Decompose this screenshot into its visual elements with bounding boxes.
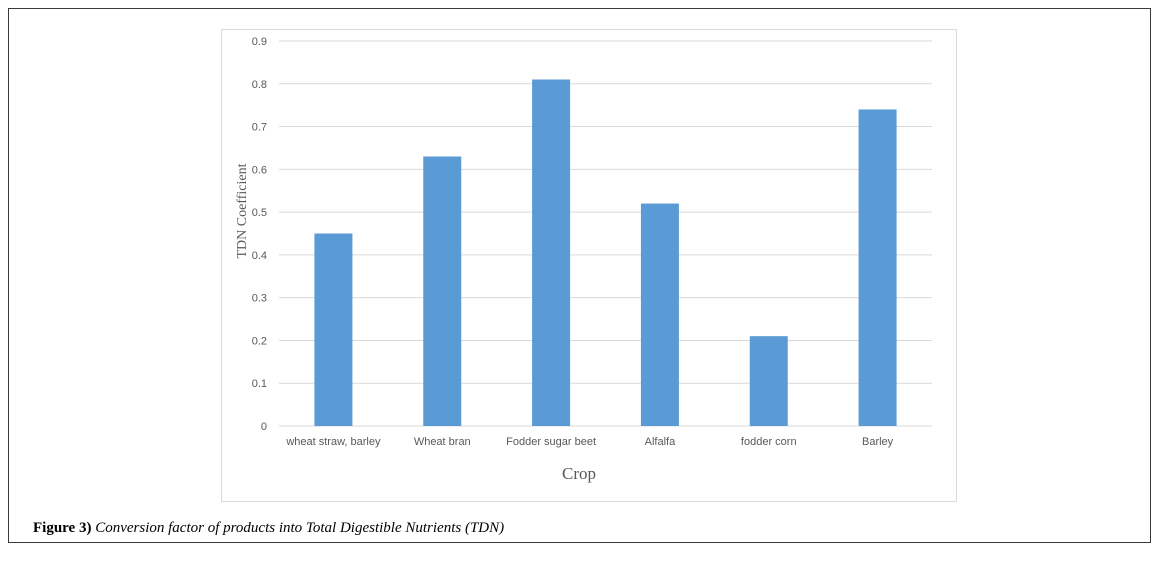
caption-text: Conversion factor of products into Total… [95,520,505,536]
y-tick-label: 0.5 [252,207,267,219]
y-axis-title: TDN Coefficient [235,163,250,258]
figure-container: 0 0.1 0.2 0.3 0.4 0.5 0.6 0.7 0.8 0.9 wheat straw… [8,8,1151,543]
x-tick-label: fodder corn [741,436,797,448]
figure-caption: Figure 3) Conversion factor of products … [33,520,504,537]
y-tick-label: 0.7 [252,122,267,134]
x-axis-ticks: wheat straw, barley Wheat bran Fodder suga… [285,436,893,448]
y-axis-ticks: 0 0.1 0.2 0.3 0.4 0.5 0.6 0.7 0.8 0.9 [252,36,267,433]
x-tick-label: Barley [862,436,894,448]
x-tick-label: Alfalfa [645,436,676,448]
y-tick-label: 0.8 [252,79,267,91]
x-tick-label: wheat straw, barley [285,436,381,448]
bar [858,109,897,426]
gridlines [279,40,932,427]
y-tick-label: 0.4 [252,250,267,262]
bars [314,79,897,426]
x-tick-label: Fodder sugar beet [506,436,596,448]
y-tick-label: 0.1 [252,378,267,390]
y-tick-label: 0.6 [252,164,267,176]
y-tick-label: 0.9 [252,36,267,48]
y-tick-label: 0.2 [252,335,267,347]
bar-chart: 0 0.1 0.2 0.3 0.4 0.5 0.6 0.7 0.8 0.9 wheat straw… [235,36,932,483]
bar [314,233,353,426]
x-axis-title: Crop [562,464,596,483]
x-tick-label: Wheat bran [414,436,471,448]
y-tick-label: 0.3 [252,293,267,305]
y-tick-label: 0 [261,421,267,433]
bar [532,79,571,426]
caption-label: Figure 3) [33,520,92,536]
bar [749,336,788,426]
bar [423,156,462,426]
bar [640,203,679,426]
